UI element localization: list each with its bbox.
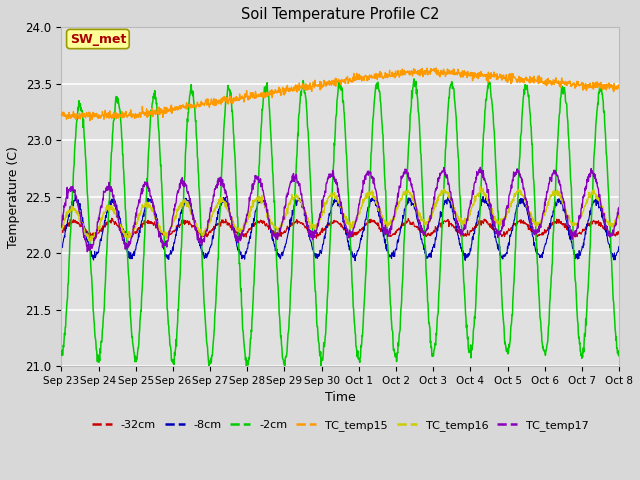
Text: SW_met: SW_met — [70, 33, 126, 46]
Title: Soil Temperature Profile C2: Soil Temperature Profile C2 — [241, 7, 440, 22]
Legend: -32cm, -8cm, -2cm, TC_temp15, TC_temp16, TC_temp17: -32cm, -8cm, -2cm, TC_temp15, TC_temp16,… — [87, 416, 593, 435]
X-axis label: Time: Time — [325, 391, 356, 404]
Y-axis label: Temperature (C): Temperature (C) — [7, 146, 20, 248]
